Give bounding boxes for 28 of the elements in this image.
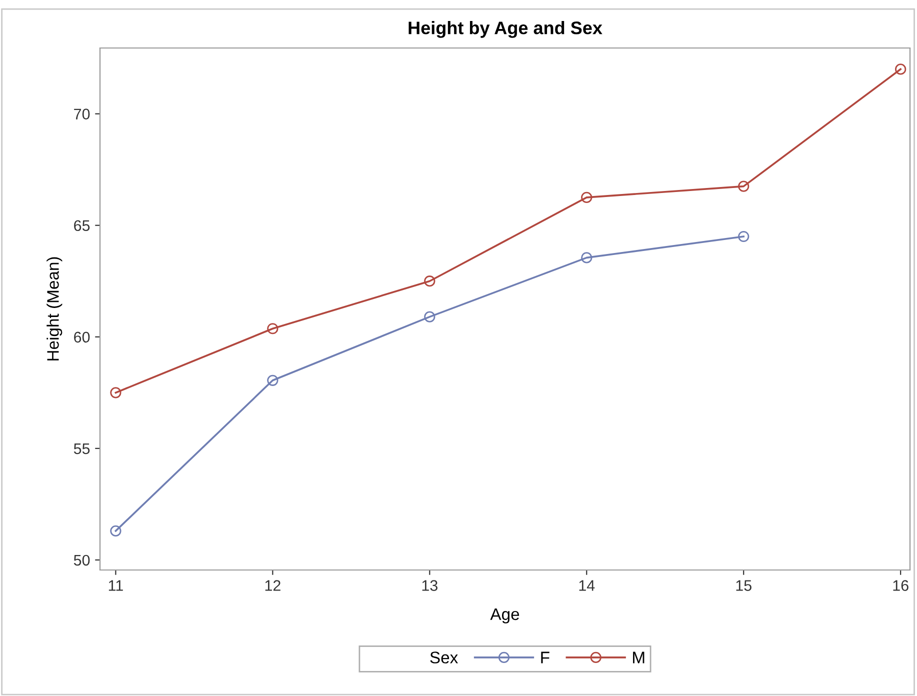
point [424,276,436,287]
y-tick-label: 60 [74,332,90,343]
chart-title: Height by Age and Sex [408,21,602,38]
point [424,311,436,322]
point [895,64,906,75]
legend-label: M [633,652,644,664]
point [110,387,122,398]
y-axis-title: Height (Mean) [46,257,62,360]
legend-label: F [541,652,550,664]
x-tick-label: 15 [736,580,752,591]
point [267,323,278,334]
y-tick-label: 65 [74,220,90,232]
x-tick-label: 16 [893,580,908,591]
x-tick-label: 13 [422,580,438,591]
y-tick-label: 70 [74,108,90,120]
point [581,252,592,264]
point [267,374,278,386]
point [110,525,122,537]
x-tick-label: 11 [108,580,123,591]
x-axis-title: Age [490,608,520,624]
y-tick-label: 55 [74,443,90,454]
x-tick-label: 14 [579,580,595,591]
point [738,230,750,242]
legend-title: Sex [430,652,458,664]
point [738,180,750,192]
y-tick-label: 50 [74,554,90,566]
x-tick-label: 12 [265,580,280,591]
point [581,192,592,204]
